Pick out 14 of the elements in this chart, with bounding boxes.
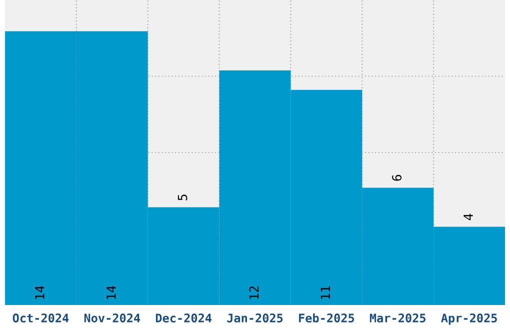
- x-tick-label: Oct-2024: [12, 314, 69, 322]
- data-label: 4: [464, 214, 473, 220]
- x-tick-label: Feb-2025: [299, 313, 354, 322]
- x-tick-label: Nov-2024: [84, 314, 140, 322]
- x-tick-label: Jan-2025: [227, 314, 283, 322]
- data-label: 6: [392, 174, 402, 181]
- x-tick-label: Apr-2025: [441, 314, 497, 325]
- data-label: 12: [249, 286, 258, 299]
- x-tick-label: Mar-2025: [370, 314, 426, 322]
- data-label: 14: [106, 286, 116, 299]
- data-label: 14: [35, 286, 44, 299]
- x-tick-label: Dec-2024: [156, 314, 212, 322]
- data-label: 11: [320, 286, 330, 299]
- data-label: 5: [178, 194, 188, 200]
